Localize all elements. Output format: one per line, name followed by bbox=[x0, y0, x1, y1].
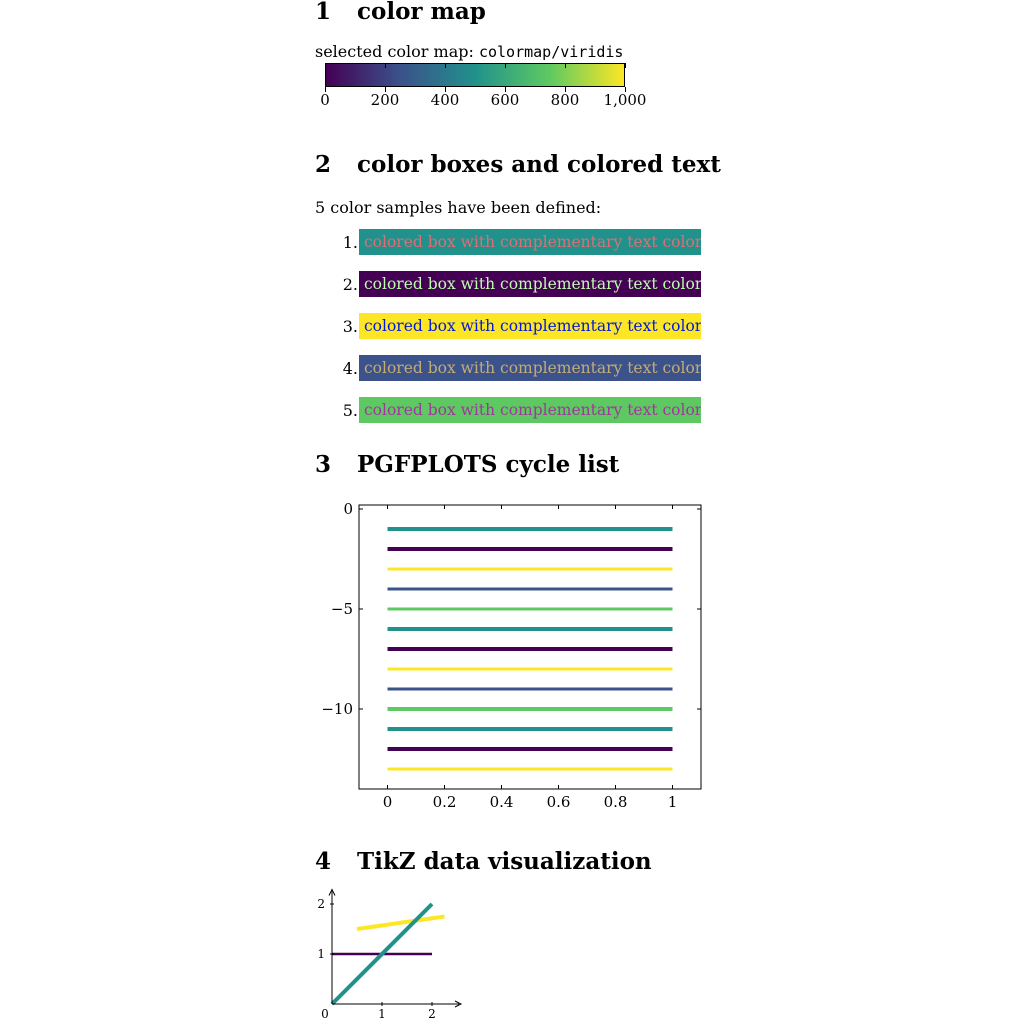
section-heading: TikZ data visualization bbox=[357, 848, 652, 875]
samples-intro: 5 color samples have been defined: bbox=[315, 198, 602, 217]
tikz-plot: 0 1 2 1 2 bbox=[317, 888, 463, 1021]
section-number: 4 bbox=[315, 848, 332, 875]
sample-number: 1. bbox=[342, 232, 358, 252]
x-tick-label: 1 bbox=[378, 1007, 386, 1021]
x-tick-label: 2 bbox=[428, 1007, 436, 1021]
colormap-axis: 0 200 400 600 800 1,000 bbox=[320, 63, 646, 113]
colormap-tick bbox=[444, 63, 446, 68]
x-tick-label: 0.8 bbox=[604, 793, 628, 811]
colormap-tick bbox=[324, 63, 326, 68]
x-tick-label: 0 bbox=[321, 1007, 329, 1021]
colored-box: colored box with complementary text colo… bbox=[359, 313, 701, 339]
colormap-tick-label: 200 bbox=[370, 91, 400, 109]
colormap-tick bbox=[504, 87, 506, 92]
section-heading: PGFPLOTS cycle list bbox=[357, 451, 620, 478]
section-heading: color map bbox=[357, 0, 486, 25]
sample-item: 4. colored box with complementary text co… bbox=[330, 355, 701, 381]
colormap-tick bbox=[444, 87, 446, 92]
colormap-tick-label: 400 bbox=[430, 91, 460, 109]
sample-item: 2. colored box with complementary text co… bbox=[330, 271, 701, 297]
colormap-tick-label: 1,000 bbox=[603, 91, 647, 109]
series-line bbox=[330, 902, 434, 1006]
colormap-tick bbox=[324, 87, 326, 92]
section-title-cycle-list: 3 PGFPLOTS cycle list bbox=[315, 451, 619, 478]
x-tick-label: 0.6 bbox=[547, 793, 571, 811]
sample-item: 3. colored box with complementary text co… bbox=[330, 313, 701, 339]
section-title-tikz: 4 TikZ data visualization bbox=[315, 848, 652, 875]
y-tick-label: 2 bbox=[317, 897, 325, 911]
section-number: 3 bbox=[315, 451, 332, 478]
colormap-tick bbox=[504, 63, 506, 68]
colormap-tick-label: 600 bbox=[490, 91, 520, 109]
section-number: 2 bbox=[315, 151, 332, 178]
y-tick-label: −5 bbox=[331, 600, 353, 618]
colormap-tick bbox=[564, 63, 566, 68]
x-tick-label: 1 bbox=[668, 793, 678, 811]
sample-number: 4. bbox=[342, 358, 358, 378]
sample-number: 5. bbox=[342, 400, 358, 420]
section-number: 1 bbox=[315, 0, 332, 25]
colormap-caption: selected color map: colormap/viridis bbox=[315, 42, 623, 61]
colored-box: colored box with complementary text colo… bbox=[359, 229, 701, 255]
colormap-tick-label: 800 bbox=[550, 91, 580, 109]
colormap-tick bbox=[624, 87, 626, 92]
colored-box: colored box with complementary text colo… bbox=[359, 271, 701, 297]
cycle-list-plot: 0 0.2 0.4 0.6 0.8 1 0 −5 −10 bbox=[321, 500, 702, 811]
section-title-color-boxes: 2 color boxes and colored text bbox=[315, 151, 721, 178]
series-line bbox=[356, 914, 445, 931]
x-tick-label: 0.2 bbox=[433, 793, 457, 811]
x-axis-arrow bbox=[454, 1000, 463, 1008]
colormap-tick bbox=[564, 87, 566, 92]
colormap-bar bbox=[325, 63, 625, 87]
sample-item: 1. colored box with complementary text co… bbox=[330, 229, 701, 255]
colormap-label: selected color map: bbox=[315, 42, 474, 61]
y-axis-arrow bbox=[328, 888, 336, 896]
colored-box: colored box with complementary text colo… bbox=[359, 355, 701, 381]
section-heading: color boxes and colored text bbox=[357, 151, 721, 178]
sample-number: 3. bbox=[342, 316, 358, 336]
y-tick-label: 1 bbox=[317, 947, 325, 961]
y-tick-label: −10 bbox=[321, 700, 353, 718]
y-tick-label: 0 bbox=[343, 500, 353, 518]
sample-number: 2. bbox=[342, 274, 358, 294]
colormap-tick bbox=[384, 87, 386, 92]
x-tick-label: 0.4 bbox=[490, 793, 514, 811]
plot-frame bbox=[358, 504, 702, 790]
sample-item: 5. colored box with complementary text co… bbox=[330, 397, 701, 423]
colormap-tick-label: 0 bbox=[320, 91, 330, 109]
section-title-color-map: 1 color map bbox=[315, 0, 486, 25]
colormap-name: colormap/viridis bbox=[478, 43, 624, 61]
colored-box: colored box with complementary text colo… bbox=[359, 397, 701, 423]
colormap-tick bbox=[384, 63, 386, 68]
x-tick-label: 0 bbox=[383, 793, 393, 811]
colormap-tick bbox=[624, 63, 626, 68]
